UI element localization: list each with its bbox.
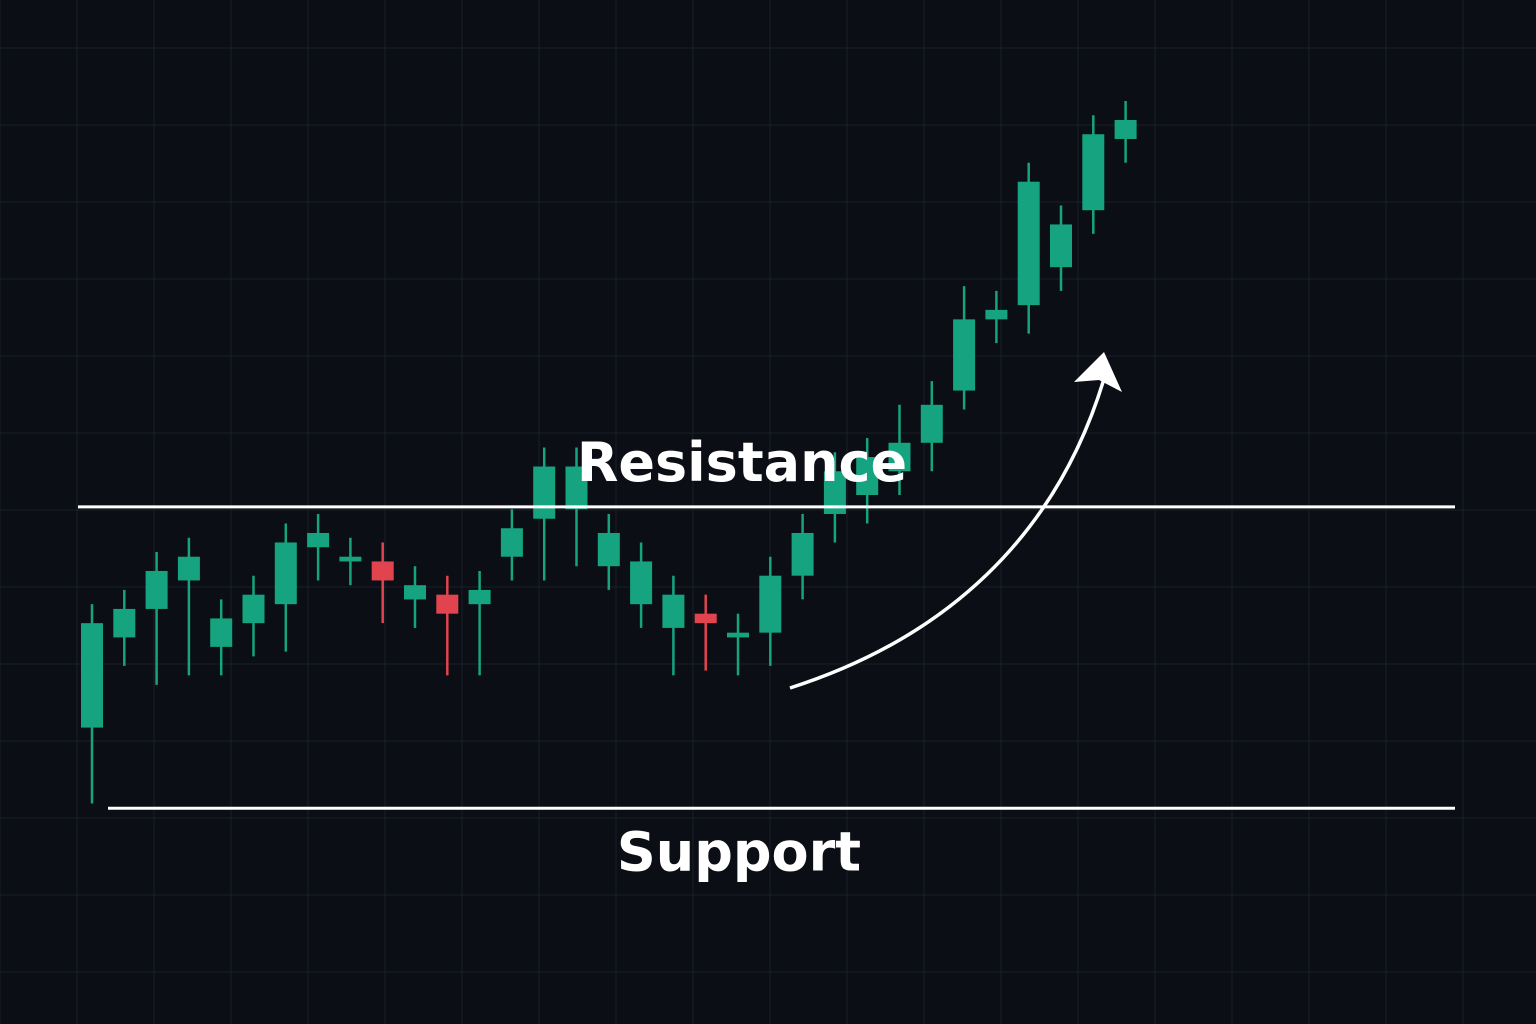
candle-body xyxy=(177,556,200,581)
candle-31 xyxy=(1050,205,1072,291)
candle-body xyxy=(468,589,491,605)
candle-13 xyxy=(468,570,491,676)
candle-body xyxy=(985,309,1008,320)
candle-body xyxy=(727,632,749,638)
candle-1 xyxy=(81,604,103,804)
candle-17 xyxy=(597,513,620,590)
candle-28 xyxy=(953,286,976,410)
trend-arrow xyxy=(789,364,1110,690)
candle-body xyxy=(371,561,394,581)
candle-4 xyxy=(177,537,200,676)
level-label-support: Support xyxy=(617,820,861,883)
levels-group: Resistance Support xyxy=(78,431,1455,883)
candle-body xyxy=(1050,224,1072,268)
candle-body xyxy=(307,532,330,548)
candle-21 xyxy=(727,613,749,676)
candle-18 xyxy=(630,542,653,628)
candle-8 xyxy=(307,513,330,581)
candle-body xyxy=(662,594,685,628)
candle-body xyxy=(953,319,976,391)
candle-7 xyxy=(274,523,297,652)
candle-23 xyxy=(791,513,814,600)
candle-33 xyxy=(1114,101,1137,163)
candle-body xyxy=(630,561,653,605)
candle-body xyxy=(597,532,620,567)
candle-12 xyxy=(436,575,459,676)
candle-body xyxy=(823,471,846,514)
candle-3 xyxy=(145,551,168,685)
candle-11 xyxy=(404,566,426,628)
candle-30 xyxy=(1017,162,1040,334)
candle-body xyxy=(404,585,426,600)
candle-22 xyxy=(759,556,782,666)
candle-body xyxy=(533,466,556,519)
candle-body xyxy=(1082,134,1105,211)
candle-19 xyxy=(662,575,685,676)
candle-14 xyxy=(500,509,523,581)
candle-body xyxy=(791,532,814,576)
candle-body xyxy=(436,594,459,614)
candle-body xyxy=(210,618,233,647)
candle-10 xyxy=(371,542,394,624)
candle-24 xyxy=(823,452,846,543)
candle-body xyxy=(565,466,588,510)
candle-26 xyxy=(888,404,911,495)
candle-body xyxy=(759,575,782,633)
candle-body xyxy=(920,404,943,443)
level-label-resistance: Resistance xyxy=(577,431,907,494)
candle-body xyxy=(274,542,297,605)
candle-body xyxy=(145,570,168,609)
candle-body xyxy=(81,623,103,728)
candles-group xyxy=(81,101,1137,804)
candle-9 xyxy=(339,537,362,586)
candle-body xyxy=(1114,120,1137,139)
candle-27 xyxy=(920,381,943,472)
candle-20 xyxy=(694,594,717,671)
candle-5 xyxy=(210,599,233,676)
candle-body xyxy=(888,442,911,472)
candle-body xyxy=(339,556,362,562)
candle-6 xyxy=(242,575,265,657)
candle-32 xyxy=(1082,115,1105,234)
trend-arrow-head xyxy=(1074,352,1122,392)
candle-body xyxy=(694,613,717,624)
candle-2 xyxy=(113,589,136,666)
candle-body xyxy=(113,608,136,638)
candle-body xyxy=(1017,181,1040,306)
candle-body xyxy=(856,457,879,495)
candle-body xyxy=(242,594,265,624)
candle-body xyxy=(500,528,523,557)
candle-29 xyxy=(985,290,1008,344)
